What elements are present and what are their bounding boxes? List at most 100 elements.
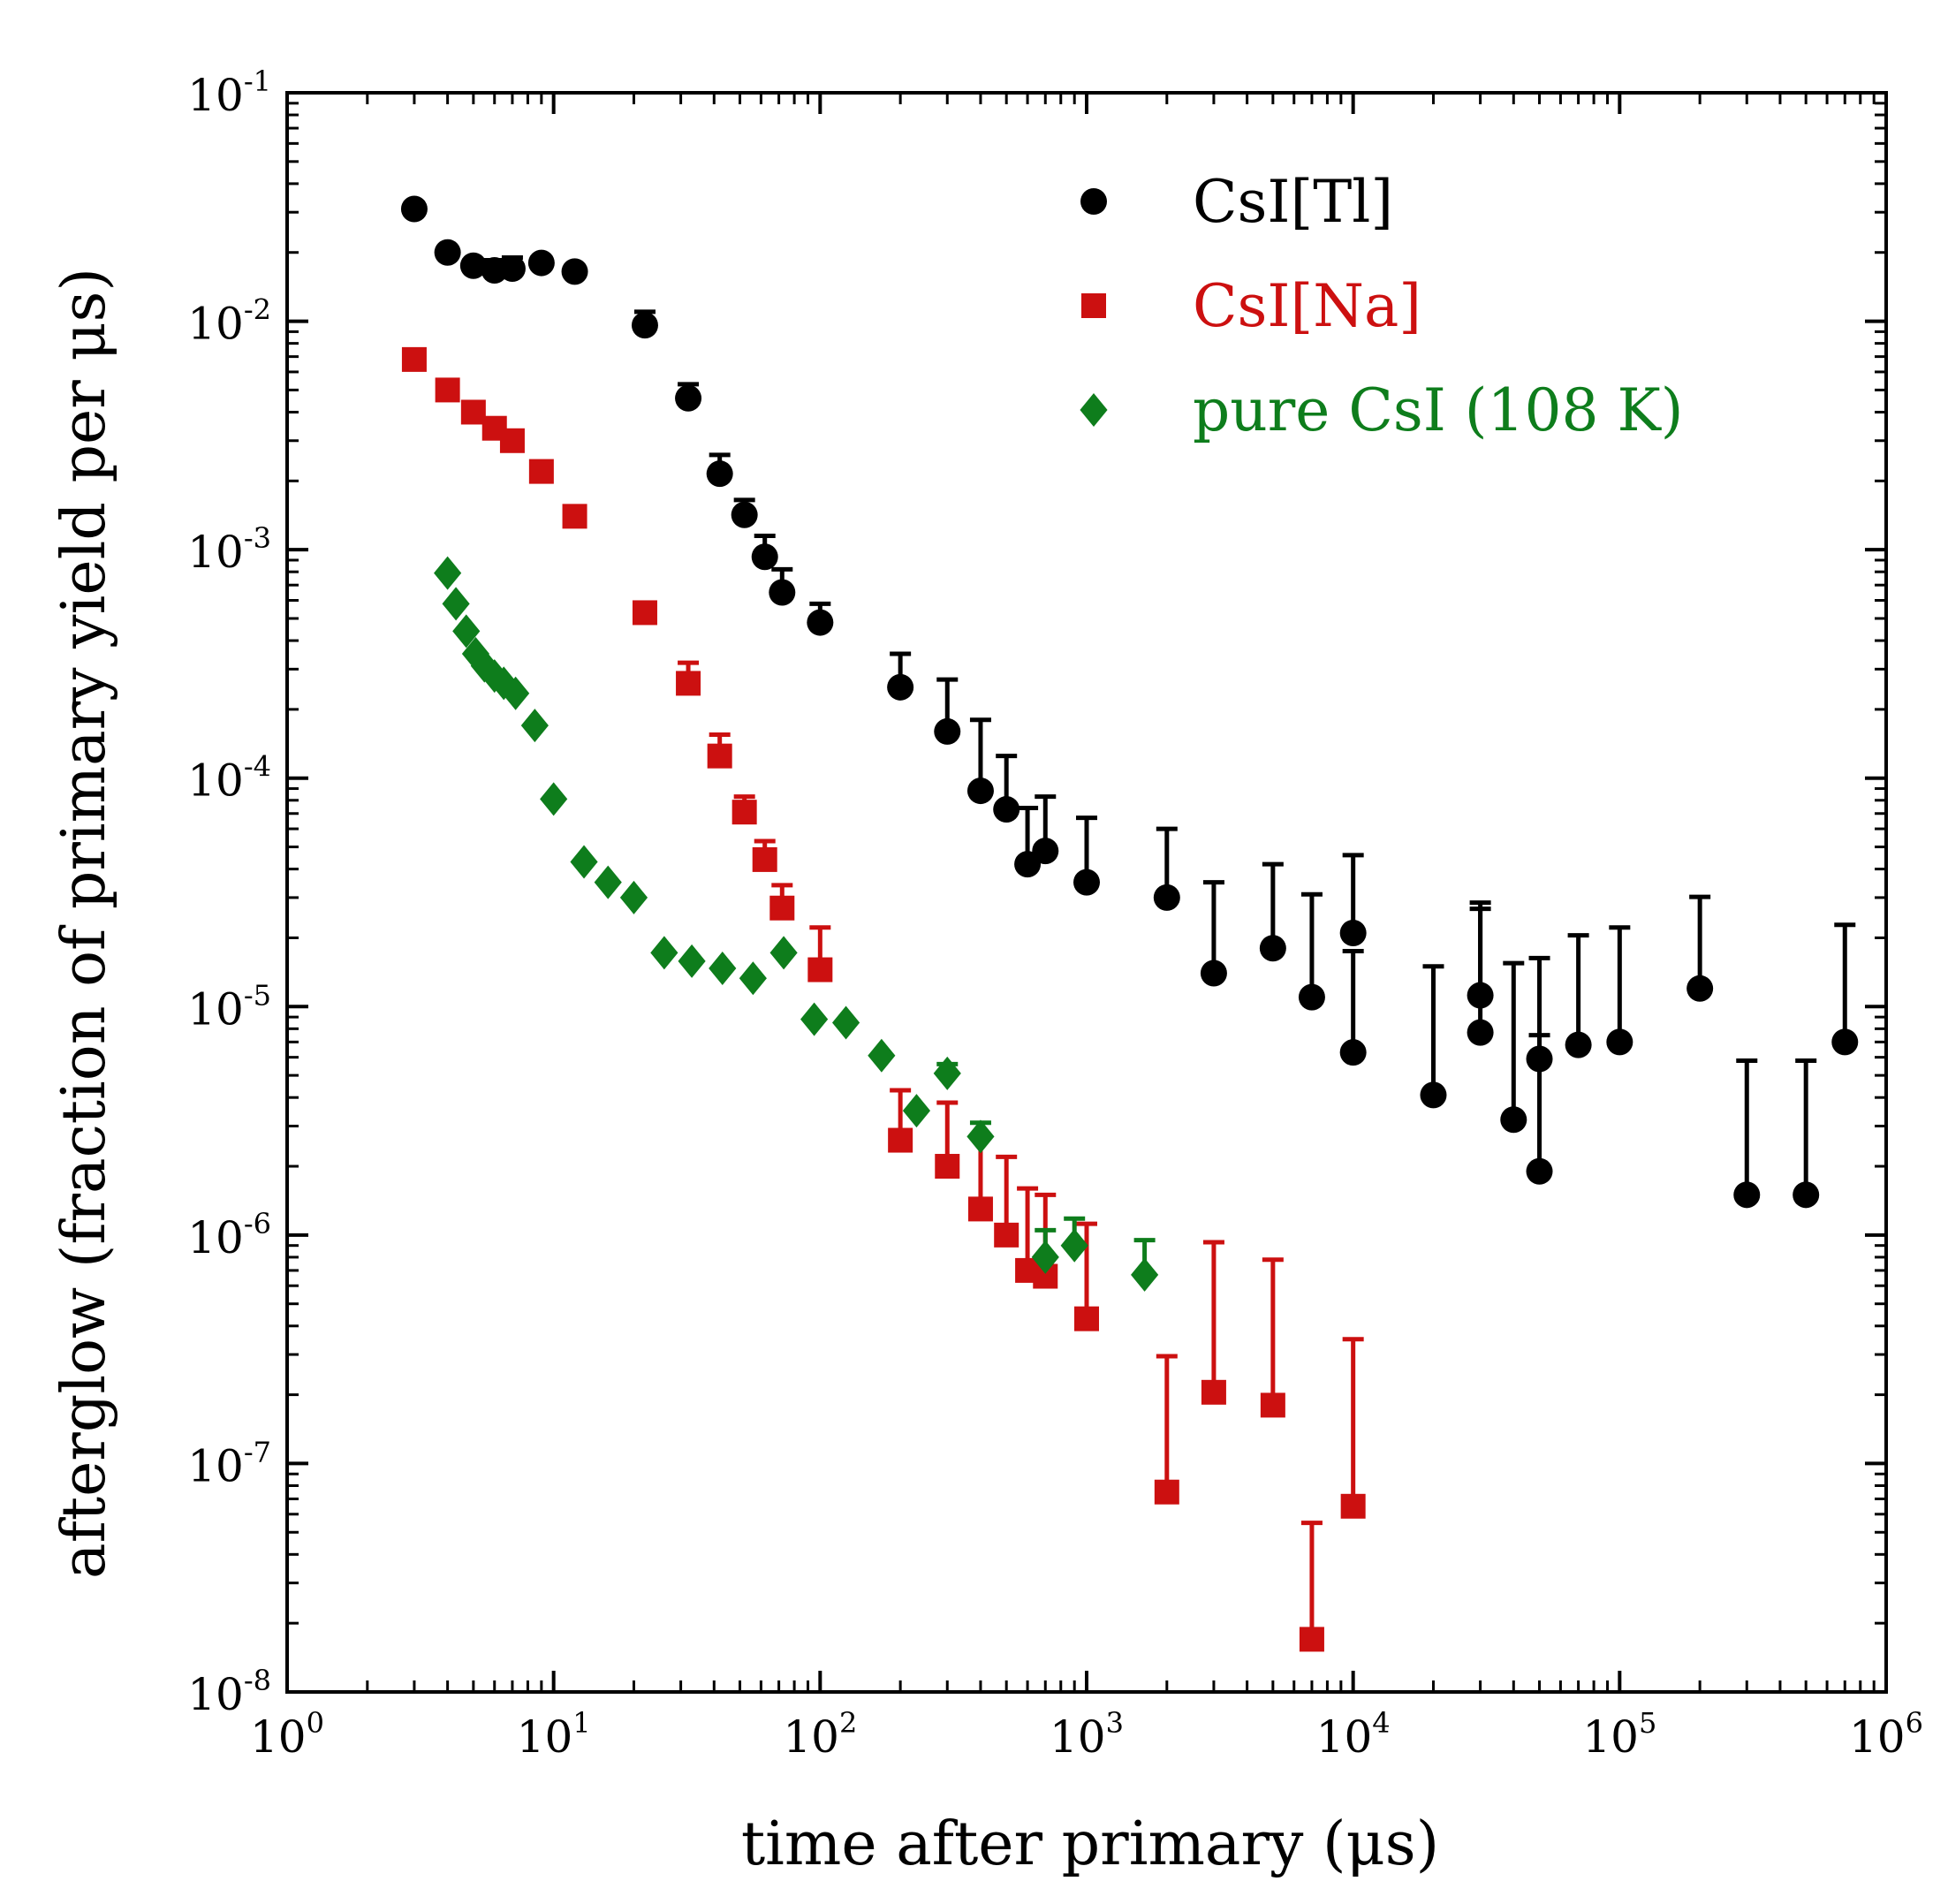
y-tick-label: 10-2 <box>187 293 271 350</box>
y-axis-title: afterglow (fraction of primary yield per… <box>49 268 119 1579</box>
csi-tl-point <box>1467 1019 1494 1046</box>
legend-label-pure-csi-108-k: pure CsI (108 K) <box>1193 376 1684 444</box>
y-tick-label-exponent: -7 <box>244 1435 271 1468</box>
pure-csi-108-k-point <box>1131 1257 1159 1292</box>
csi-tl-point <box>1339 919 1367 946</box>
pure-csi-108-k-point <box>594 865 622 899</box>
csi-na-point <box>1299 1627 1324 1652</box>
csi-na-point <box>1260 1392 1285 1418</box>
x-tick-label: 102 <box>783 1706 857 1763</box>
y-tick-label-base: 10 <box>187 299 244 350</box>
y-tick-label-exponent: -2 <box>244 293 271 327</box>
csi-na-point <box>562 504 587 529</box>
x-tick-label: 101 <box>517 1706 591 1763</box>
csi-na-point <box>1201 1379 1226 1405</box>
csi-na-point <box>1340 1493 1366 1519</box>
y-tick-label: 10-6 <box>187 1207 271 1263</box>
csi-tl-point <box>1793 1181 1820 1209</box>
x-tick-label: 100 <box>250 1706 324 1763</box>
csi-tl-point <box>1526 1157 1553 1185</box>
csi-tl-point <box>631 312 658 339</box>
x-tick-label-base: 10 <box>517 1711 573 1763</box>
csi-tl-point <box>1153 884 1180 911</box>
csi-tl-point <box>807 609 834 636</box>
x-tick-label-base: 10 <box>250 1711 307 1763</box>
csi-tl-point <box>1733 1181 1761 1209</box>
pure-csi-108-k-point <box>1060 1228 1088 1263</box>
x-tick-label: 106 <box>1849 1706 1923 1763</box>
legend-label-csi-na: CsI[Na] <box>1193 272 1421 340</box>
x-tick-label-base: 10 <box>1849 1711 1906 1763</box>
csi-tl-point <box>1606 1028 1633 1056</box>
pure-csi-108-k-point <box>540 782 568 816</box>
pure-csi-108-k-point <box>520 709 549 743</box>
x-tick-label-base: 10 <box>1050 1711 1106 1763</box>
y-tick-label-base: 10 <box>187 983 244 1035</box>
legend-label-csi-tl: CsI[Tl] <box>1193 168 1393 236</box>
csi-tl-point <box>706 460 733 488</box>
csi-na-point <box>994 1222 1019 1248</box>
csi-na-point <box>1074 1306 1099 1331</box>
y-tick-label: 10-1 <box>187 64 271 121</box>
csi-na-point <box>935 1154 960 1180</box>
x-tick-label-exponent: 6 <box>1906 1706 1923 1740</box>
csi-na-point <box>752 846 777 872</box>
x-tick-label: 104 <box>1316 1706 1391 1763</box>
pure-csi-108-k-point <box>1031 1240 1059 1274</box>
x-tick-label-exponent: 4 <box>1372 1706 1390 1740</box>
pure-csi-108-k-point <box>739 961 767 996</box>
csi-na-point <box>807 957 833 982</box>
csi-na-point <box>435 377 460 403</box>
csi-tl-point <box>1686 975 1714 1002</box>
y-tick-label-base: 10 <box>187 755 244 807</box>
csi-na-point <box>632 600 657 626</box>
pure-csi-108-k-point <box>650 936 678 970</box>
csi-tl-point <box>769 579 796 606</box>
pure-csi-108-k-point <box>502 676 530 710</box>
y-tick-label-base: 10 <box>187 527 244 578</box>
csi-tl-point <box>966 778 994 805</box>
pure-csi-108-k-point <box>461 637 490 671</box>
csi-tl-point <box>887 673 914 701</box>
csi-na-point <box>731 800 757 825</box>
pure-csi-108-k-point <box>442 587 470 621</box>
csi-na-point <box>676 671 701 696</box>
pure-csi-108-k-point <box>831 1005 860 1040</box>
csi-tl-point <box>1831 1028 1859 1056</box>
x-tick-label: 103 <box>1050 1706 1124 1763</box>
pure-csi-108-k-point <box>434 556 462 590</box>
x-tick-label-exponent: 3 <box>1106 1706 1124 1740</box>
y-tick-label: 10-7 <box>187 1435 271 1491</box>
csi-tl-point <box>1565 1031 1592 1058</box>
csi-tl-point <box>1339 1039 1367 1066</box>
pure-csi-108-k-point <box>678 944 706 978</box>
x-tick-label: 105 <box>1582 1706 1656 1763</box>
pure-csi-108-k-point <box>800 1002 829 1036</box>
csi-na-point <box>1154 1479 1179 1505</box>
csi-tl-point <box>1420 1081 1447 1109</box>
x-tick-label-base: 10 <box>1582 1711 1639 1763</box>
y-tick-label: 10-4 <box>187 750 271 807</box>
pure-csi-108-k-point <box>709 952 737 986</box>
csi-tl-point <box>1073 869 1100 896</box>
csi-tl-point <box>459 252 487 279</box>
csi-tl-point <box>934 717 961 745</box>
x-tick-label-exponent: 0 <box>307 1706 324 1740</box>
legend-marker-csi-tl <box>1080 188 1107 215</box>
csi-tl-point <box>400 195 428 223</box>
axis-tick-labels: 100 101 102 103 104 105 10610-110-210-310-410-… <box>187 64 1923 1763</box>
pure-csi-108-k-point <box>966 1119 995 1154</box>
csi-tl-point <box>1298 983 1325 1011</box>
csi-tl-point <box>1467 982 1494 1009</box>
csi-tl-point <box>675 384 702 412</box>
x-tick-label-exponent: 1 <box>572 1706 590 1740</box>
csi-tl-point <box>1526 1045 1553 1073</box>
legend-marker-pure-csi-108-k <box>1080 393 1108 427</box>
csi-na-point <box>888 1127 913 1153</box>
y-tick-label-exponent: -8 <box>244 1664 271 1697</box>
csi-tl-point <box>1500 1106 1527 1134</box>
pure-csi-108-k-point <box>902 1094 931 1128</box>
legend-marker-csi-na <box>1081 293 1106 318</box>
x-tick-label-exponent: 2 <box>839 1706 857 1740</box>
legend: CsI[Tl] CsI[Na] pure CsI (108 K) <box>1080 168 1684 444</box>
